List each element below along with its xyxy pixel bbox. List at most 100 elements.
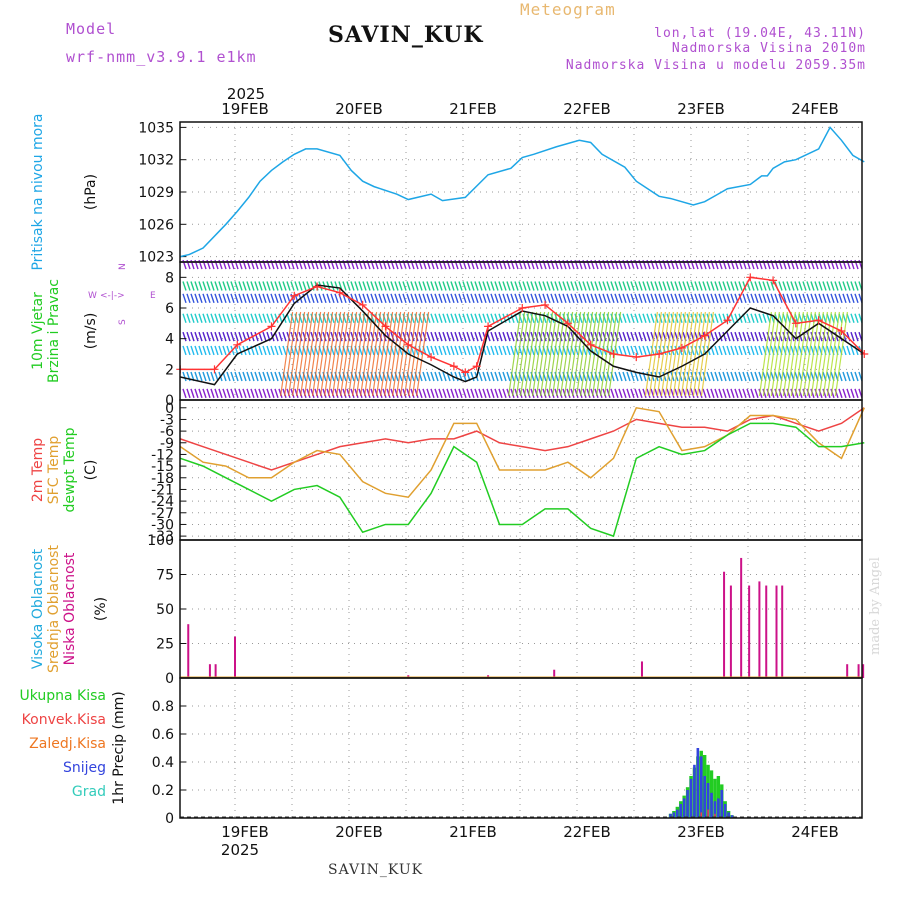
wind-arrow-band: [182, 281, 863, 291]
compass-e: E: [150, 291, 156, 301]
pressure-line: [180, 126, 865, 258]
y-tick-label: 0.8: [152, 699, 174, 715]
snow-bar: [717, 798, 720, 818]
wind-arrow-band: [182, 331, 863, 342]
snow-bar: [703, 776, 706, 818]
low-cloud-bar: [208, 664, 211, 678]
precip-legend-label: Snijeg: [63, 760, 106, 776]
wind-arrow-band: [182, 259, 863, 270]
y-tick-label: 100: [147, 533, 174, 549]
x-tick-label-top: 24FEB: [791, 100, 838, 118]
wind-gust-marker: [609, 350, 618, 358]
x-tick-label-top: 20FEB: [335, 100, 382, 118]
y-axis-label: dewpt Temp: [62, 427, 78, 512]
wind-gust-marker: [461, 368, 470, 377]
wind-gust-marker: [267, 322, 276, 331]
y-tick-label: -12: [151, 447, 174, 463]
compass-n: N: [118, 263, 128, 270]
snow-bar: [696, 748, 700, 818]
snow-bar: [723, 804, 727, 818]
footer-station: SAVIN_KUK: [328, 862, 424, 878]
low-cloud-bar: [234, 636, 236, 678]
y-tick-label: 0: [165, 811, 174, 827]
y-tick-label: 8: [165, 270, 174, 286]
x-tick-label-bottom: 20FEB: [335, 823, 382, 841]
dewpt-line: [180, 422, 865, 538]
y-axis-unit: (m/s): [83, 313, 99, 350]
model-value: wrf-nmm_v3.9.1 e1km: [66, 48, 257, 66]
low-cloud-bar: [214, 664, 217, 678]
wind-gust-marker: [814, 316, 823, 325]
low-cloud-bar: [640, 661, 643, 678]
wind-gust-marker: [381, 322, 390, 331]
x-tick-label-bottom: 19FEB: [221, 823, 268, 841]
low-cloud-bar: [758, 581, 761, 678]
snow-bar: [727, 812, 730, 818]
wind-gust-marker: [358, 300, 367, 309]
y-axis-label: SFC Temp: [46, 436, 62, 505]
y-tick-label: -18: [151, 471, 174, 487]
y-tick-label: 2: [165, 362, 174, 378]
y-tick-label: -21: [151, 482, 174, 498]
conv-precip-bar: [714, 813, 716, 818]
panel-pressure: 1023 1026 1029 1032 1035 Pritisak na nivou mo…: [30, 113, 865, 271]
y-tick-label: -15: [151, 459, 174, 475]
wind-arrow-band: [182, 293, 863, 304]
compass-s: S: [118, 319, 128, 325]
x-tick-label-top: 22FEB: [563, 100, 610, 118]
low-cloud-bar: [781, 585, 784, 678]
precip-legend-label: Zaledj.Kisa: [29, 736, 106, 752]
wind-gust-marker: [563, 319, 572, 328]
wind-gust-marker: [290, 291, 299, 300]
y-axis-unit: (%): [93, 597, 109, 621]
y-tick-label: 0: [165, 671, 174, 687]
model-label: Model: [66, 20, 117, 38]
low-cloud-bar: [723, 571, 726, 678]
year-top: 2025: [227, 85, 265, 103]
compass-w: W: [88, 291, 97, 301]
y-tick-label: -6: [160, 424, 174, 440]
y-tick-label: 0.2: [152, 783, 174, 799]
total-precip-bar: [716, 776, 721, 818]
wind-gust-marker: [449, 362, 458, 371]
y-tick-label: 1035: [138, 120, 174, 136]
precip-legend-label: Konvek.Kisa: [22, 712, 106, 728]
low-cloud-bar: [857, 664, 860, 678]
y-tick-label: 1026: [138, 217, 174, 233]
y-tick-label: 4: [165, 332, 174, 348]
wind-gust-marker: [746, 273, 755, 282]
panel-precip: 0 0.2 0.4 0.6 0.8 Ukupna Kisa Konvek.Kisa Zaled…: [19, 677, 863, 827]
wind-gust-marker: [791, 319, 800, 328]
x-tick-label-bottom: 22FEB: [563, 823, 610, 841]
wind-gust-marker: [233, 340, 242, 349]
wind-gust-marker: [472, 362, 481, 371]
wind-gust-marker: [586, 340, 595, 349]
product-title: Meteogram: [520, 0, 616, 19]
wind-gust-marker: [313, 282, 322, 291]
wind-gust-marker: [210, 365, 219, 374]
x-tick-label-bottom: 23FEB: [677, 823, 724, 841]
y-tick-label: -27: [151, 506, 174, 522]
x-tick-label-top: 23FEB: [677, 100, 724, 118]
wind-arrow-cluster: [280, 311, 430, 397]
compass-arrow-h: <-|->: [100, 291, 125, 301]
year-bottom: 2025: [221, 841, 259, 859]
y-axis-label: Visoka Oblacnost: [30, 548, 46, 669]
t2m-line: [180, 407, 865, 471]
low-cloud-bar: [740, 557, 743, 678]
model-elevation: Nadmorska Visina u modelu 2059.35m: [565, 58, 866, 73]
y-tick-label: -30: [151, 517, 174, 533]
y-tick-label: -9: [160, 436, 174, 452]
panel-cloud: 0 25 50 75 100 Visoka Oblacnost Srednja Oblacn…: [30, 533, 865, 687]
low-cloud-bar: [729, 585, 732, 678]
snow-bar: [686, 790, 689, 818]
y-tick-label: 75: [156, 568, 174, 584]
y-axis-unit: (C): [83, 460, 99, 481]
panel-temperature: 0-3-6-9-12-15-18-21-24-27-30-33 2m Temp SF…: [30, 399, 865, 545]
y-tick-label: 25: [156, 637, 174, 653]
snow-bar: [710, 792, 713, 818]
snow-bar: [699, 756, 703, 818]
snow-bar: [669, 813, 672, 818]
wind-gust-marker: [837, 327, 846, 335]
precip-legend-label: Grad: [72, 784, 106, 800]
